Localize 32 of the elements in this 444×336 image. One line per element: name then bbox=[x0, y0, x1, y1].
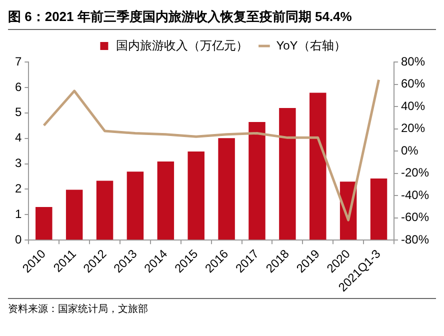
y2-tick-label: 0% bbox=[400, 143, 419, 158]
bar bbox=[218, 138, 235, 240]
y2-tick-label: -20% bbox=[400, 166, 430, 180]
text: 资料来源：国家统计局，文旅部 bbox=[8, 302, 149, 316]
bar bbox=[157, 161, 174, 240]
y-tick-label: 2 bbox=[14, 182, 22, 196]
bar bbox=[279, 108, 296, 240]
y-tick-label: 1 bbox=[14, 206, 22, 221]
y-tick-label: 5 bbox=[14, 105, 22, 120]
bar bbox=[126, 172, 144, 240]
legend-label: 国内旅游收入（万亿元） bbox=[116, 38, 248, 52]
y2-tick-label: 20% bbox=[400, 121, 426, 136]
bar bbox=[310, 92, 326, 240]
bar bbox=[248, 122, 266, 240]
y2-tick-label: 40% bbox=[400, 98, 426, 113]
bar bbox=[36, 207, 52, 240]
chart-title: 图 6：2021 年前三季度国内旅游收入恢复至疫前同期 54.4% bbox=[8, 8, 436, 30]
bar bbox=[188, 152, 204, 240]
bar bbox=[96, 180, 114, 240]
y2-tick-label: -40% bbox=[400, 188, 430, 202]
legend-label: YoY（右轴） bbox=[276, 38, 346, 52]
bar bbox=[66, 190, 83, 240]
y-tick-label: 3 bbox=[14, 156, 22, 170]
y2-tick-label: 60% bbox=[400, 76, 426, 91]
y-tick-label: 4 bbox=[14, 130, 22, 145]
y-tick-label: 6 bbox=[14, 80, 22, 94]
bar bbox=[370, 178, 388, 240]
y2-tick-label: -80% bbox=[400, 232, 430, 246]
y-tick-label: 7 bbox=[14, 54, 22, 68]
y2-tick-label: -60% bbox=[400, 210, 430, 224]
y-tick-label: 0 bbox=[14, 232, 22, 246]
y2-tick-label: 80% bbox=[400, 54, 426, 68]
